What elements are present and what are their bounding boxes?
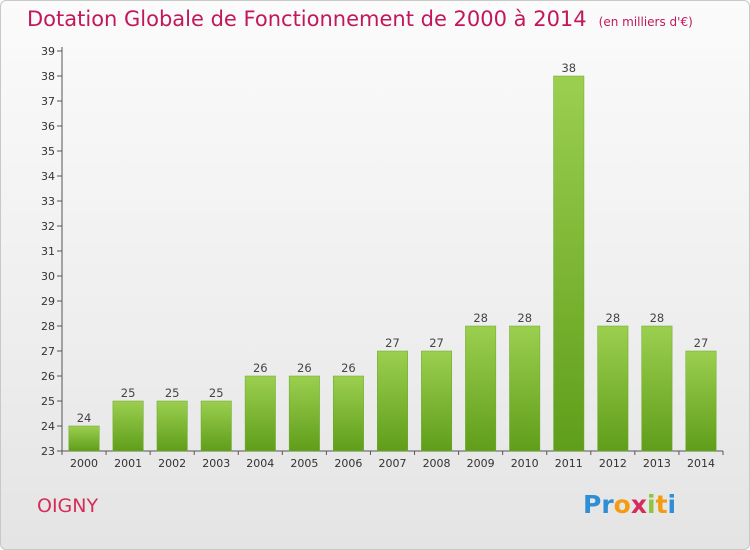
chart-title-unit: (en milliers d'€) (598, 15, 693, 29)
bar-2009 (465, 325, 497, 452)
bar-2011 (553, 75, 585, 452)
bar-2010 (509, 325, 541, 452)
bar-2007 (377, 350, 408, 452)
data-label-2013: 28 (650, 311, 665, 325)
logo-letter: t (655, 490, 668, 519)
x-tick-label-2007: 2007 (379, 457, 407, 470)
axes: 23 24 25 26 27 28 29 30 31 32 33 34 35 36 37 38 39 2000 20… (41, 45, 724, 470)
y-tick-label: 36 (41, 120, 55, 133)
data-label-2012: 28 (606, 311, 621, 325)
data-label-2014: 27 (694, 336, 709, 350)
data-label-2007: 27 (385, 336, 400, 350)
x-tick-label-2010: 2010 (511, 457, 539, 470)
data-label-2010: 28 (517, 311, 532, 325)
x-tick-label-2005: 2005 (290, 457, 318, 470)
x-tick-label-2013: 2013 (643, 457, 671, 470)
chart-title-main: Dotation Globale de Fonctionnement de 20… (27, 7, 587, 31)
data-label-2004: 26 (253, 361, 268, 375)
proxiti-logo: Proxiti (583, 490, 676, 519)
x-tick-label-2006: 2006 (334, 457, 362, 470)
x-tick-label-2012: 2012 (599, 457, 627, 470)
logo-letter: o (613, 490, 631, 519)
bar-2003 (200, 400, 232, 452)
data-label-2006: 26 (341, 361, 356, 375)
data-label-2001: 25 (121, 386, 136, 400)
y-tick-label: 38 (41, 70, 55, 83)
logo-letter: i (647, 490, 656, 519)
x-tick-label-2011: 2011 (555, 457, 583, 470)
y-tick-label: 35 (41, 145, 55, 158)
x-tick-label-2009: 2009 (467, 457, 495, 470)
y-tick-label: 28 (41, 320, 55, 333)
bar-2002 (156, 400, 188, 452)
bar-2005 (288, 375, 320, 452)
bar-2013 (641, 325, 673, 452)
logo-letter: r (601, 490, 614, 519)
y-tick-label: 31 (41, 245, 55, 258)
y-tick-label: 32 (41, 220, 55, 233)
x-tick-label-2003: 2003 (202, 457, 230, 470)
bar-2014 (685, 350, 717, 452)
data-label-2005: 26 (297, 361, 312, 375)
data-label-2002: 25 (165, 386, 180, 400)
data-label-2003: 25 (209, 386, 224, 400)
logo-letter: i (667, 490, 677, 519)
data-label-2000: 24 (77, 411, 92, 425)
y-tick-label: 25 (41, 395, 55, 408)
commune-name: OIGNY (37, 495, 99, 517)
bar-2001 (112, 400, 144, 452)
y-tick-label: 37 (41, 95, 55, 108)
chart-title: Dotation Globale de Fonctionnement de 20… (27, 7, 693, 31)
y-tick-label: 30 (41, 270, 55, 283)
data-label-2011: 38 (561, 61, 576, 75)
y-tick-label: 33 (41, 195, 55, 208)
data-label-2009: 28 (473, 311, 488, 325)
x-tick-label-2002: 2002 (158, 457, 186, 470)
y-tick-label: 27 (41, 345, 55, 358)
y-tick-label: 23 (41, 445, 55, 458)
x-tick-label-2008: 2008 (423, 457, 451, 470)
bars (68, 75, 717, 452)
bar-2006 (332, 375, 364, 452)
y-tick-label: 29 (41, 295, 55, 308)
x-tick-label-2001: 2001 (114, 457, 142, 470)
data-label-2008: 27 (429, 336, 444, 350)
y-tick-label: 39 (41, 45, 55, 58)
y-tick-label: 26 (41, 370, 55, 383)
y-tick-label: 24 (41, 420, 55, 433)
logo-letter: P (583, 490, 602, 519)
bar-2008 (421, 350, 453, 452)
data-labels: 24 25 25 25 26 26 26 27 27 28 28 38 28 28 27 (77, 61, 709, 425)
x-tick-label-2000: 2000 (70, 457, 98, 470)
y-tick-label: 34 (41, 170, 55, 183)
bar-2004 (244, 375, 276, 452)
logo-letter: x (630, 490, 647, 519)
x-tick-label-2004: 2004 (246, 457, 274, 470)
bar-2000 (68, 425, 100, 452)
x-tick-label-2014: 2014 (687, 457, 715, 470)
bar-2012 (597, 325, 629, 452)
